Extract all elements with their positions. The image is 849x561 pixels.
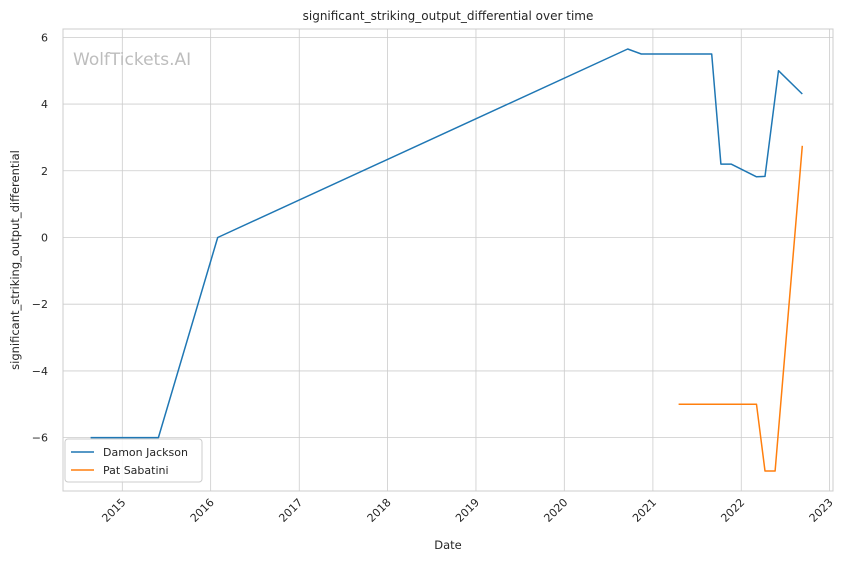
x-axis-label: Date: [434, 538, 462, 552]
chart-title: significant_striking_output_differential…: [303, 9, 594, 23]
y-tick-label: −4: [32, 365, 48, 378]
series-line-damon-jackson: [90, 48, 803, 439]
watermark: WolfTickets.AI: [73, 50, 191, 70]
y-tick-label: 2: [41, 165, 48, 178]
y-tick-label: 4: [41, 98, 48, 111]
grid: [63, 29, 833, 491]
legend-label: Damon Jackson: [103, 446, 188, 459]
y-axis-ticks: 6 4 2 0 −2 −4 −6: [32, 31, 48, 444]
plot-frame: [62, 28, 834, 492]
series-line-pat-sabatini: [678, 145, 804, 472]
legend-box: [64, 438, 203, 483]
legend-label: Pat Sabatini: [103, 464, 169, 477]
x-axis-ticks: 2015 2016 2017 2018 2019 2020 2021 2022 2023: [99, 496, 835, 525]
y-tick-label: −2: [32, 298, 48, 311]
series-layer: [90, 48, 804, 472]
y-tick-label: −6: [32, 432, 48, 445]
y-tick-label: 0: [41, 231, 48, 244]
y-tick-label: 6: [41, 31, 48, 44]
legend: Damon Jackson Pat Sabatini: [64, 438, 203, 483]
y-axis-label: significant_striking_output_differential: [8, 150, 22, 370]
